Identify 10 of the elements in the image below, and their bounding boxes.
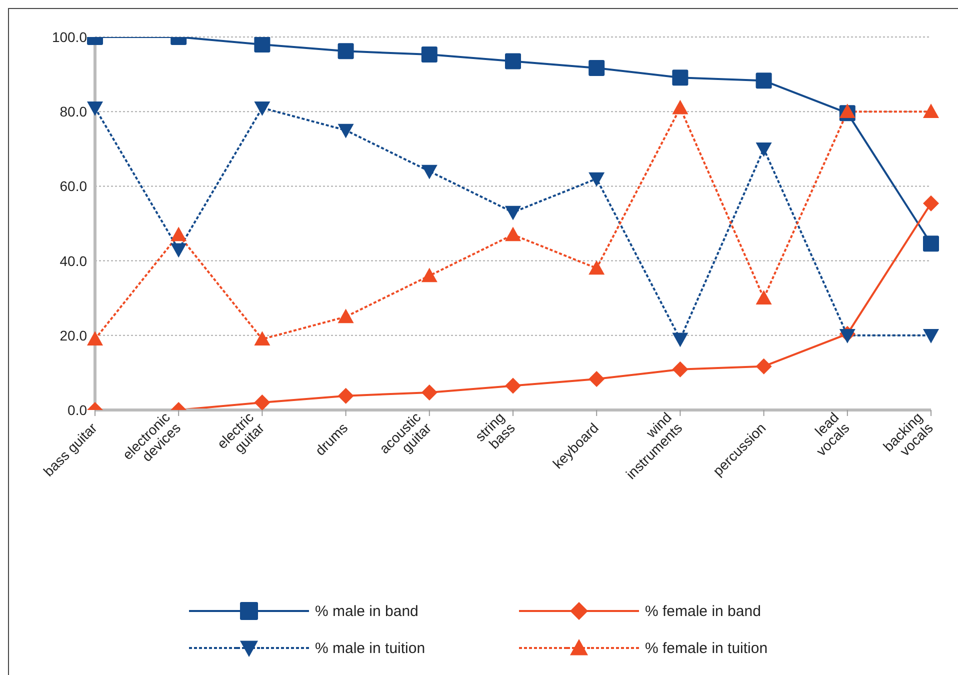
y-tick-label: 80.0 <box>60 104 88 120</box>
y-tick-label: 40.0 <box>60 252 88 269</box>
y-tick-label: 60.0 <box>60 178 88 194</box>
legend-label: % male in tuition <box>315 640 426 656</box>
y-tick-label: 0.0 <box>68 402 88 418</box>
legend-label: % female in tuition <box>645 640 768 656</box>
y-tick-label: 20.0 <box>60 327 88 344</box>
legend-label: % male in band <box>315 602 418 620</box>
y-tick-label: 100.0 <box>52 28 88 45</box>
legend-label: % female in band <box>645 602 761 620</box>
